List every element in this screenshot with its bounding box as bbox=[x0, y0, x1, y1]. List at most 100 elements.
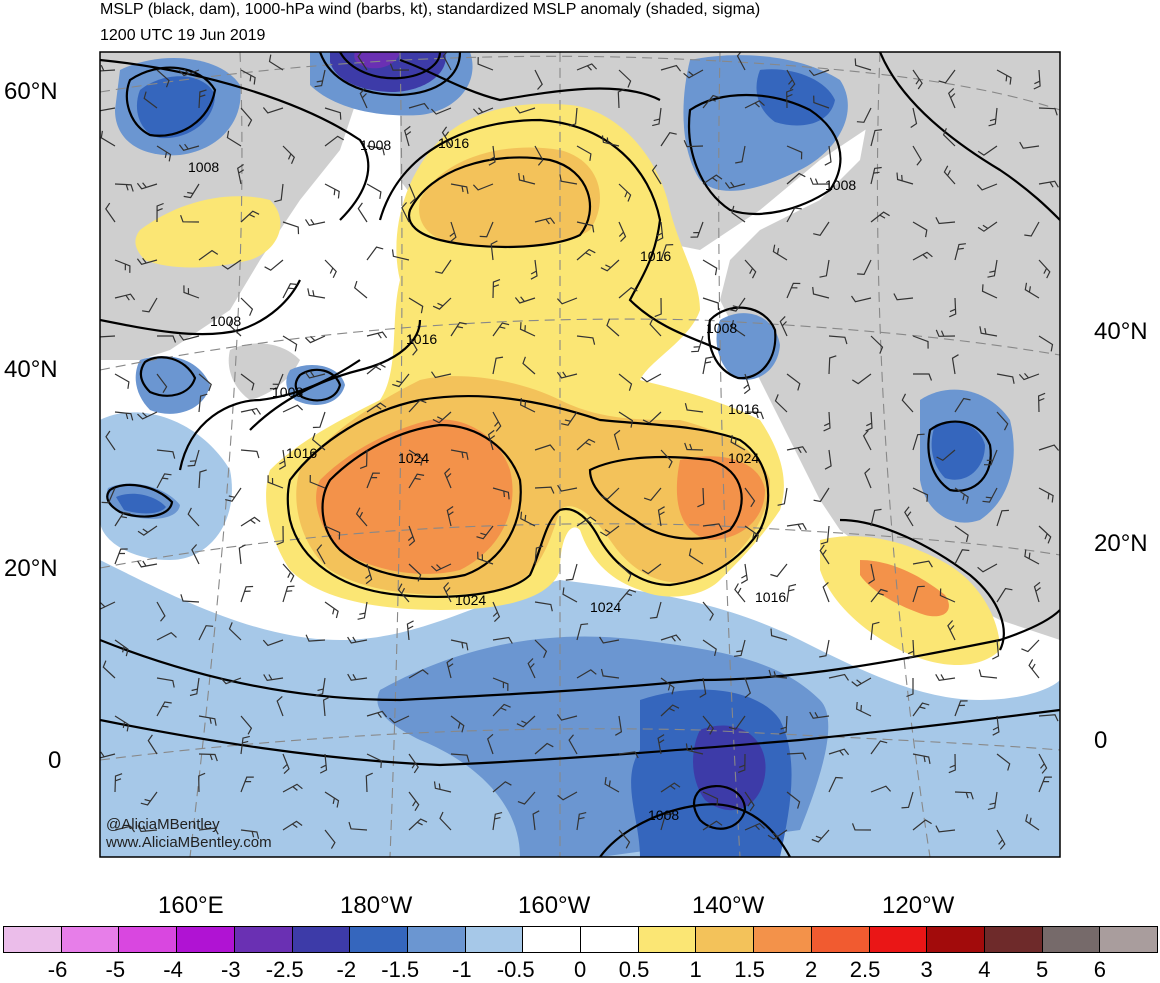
wind-barb bbox=[912, 585, 925, 603]
wind-barb bbox=[359, 449, 368, 469]
wind-barb bbox=[267, 475, 284, 489]
wind-barb bbox=[534, 69, 543, 90]
wind-barb bbox=[786, 523, 807, 531]
wind-barb bbox=[240, 516, 261, 527]
wind-barb bbox=[561, 411, 578, 426]
lon-label-160w: 160°W bbox=[518, 892, 591, 919]
wind-barb bbox=[935, 217, 956, 225]
wind-barb bbox=[557, 791, 578, 801]
wind-barb bbox=[1038, 487, 1054, 503]
wind-barb bbox=[786, 172, 806, 185]
wind-barb bbox=[740, 563, 748, 584]
wind-barb bbox=[857, 259, 872, 276]
wind-barb bbox=[618, 221, 627, 243]
wind-barb bbox=[660, 244, 674, 261]
wind-barb bbox=[479, 221, 494, 238]
wind-barb bbox=[450, 321, 467, 337]
wind-barb bbox=[180, 214, 200, 223]
wind-barb bbox=[264, 259, 284, 271]
wind-barb bbox=[618, 751, 639, 759]
wind-barb bbox=[996, 753, 1011, 771]
wind-barb bbox=[156, 701, 172, 717]
wind-barb bbox=[576, 335, 596, 345]
wind-barb bbox=[487, 429, 496, 451]
wind-barb bbox=[221, 259, 242, 270]
colorbar-swatch bbox=[234, 927, 293, 952]
wind-barb bbox=[1028, 659, 1040, 679]
wind-barb bbox=[811, 829, 830, 843]
wind-barb bbox=[105, 202, 116, 223]
wind-barb bbox=[576, 248, 596, 261]
wind-barb bbox=[688, 548, 704, 565]
wind-barb bbox=[851, 677, 872, 687]
wind-barb bbox=[813, 221, 830, 236]
wind-barb bbox=[851, 823, 872, 831]
colorbar-swatch bbox=[523, 927, 582, 952]
colorbar-label: -6 bbox=[47, 957, 68, 982]
wind-barb bbox=[870, 129, 883, 147]
wind-barb bbox=[947, 87, 956, 109]
wind-barb bbox=[517, 791, 536, 805]
wind-barb bbox=[1038, 525, 1052, 544]
pos-anomaly-core-east bbox=[676, 456, 765, 540]
wind-barb bbox=[304, 335, 326, 344]
wind-barb bbox=[744, 791, 755, 812]
isobar-label: 1008 bbox=[272, 384, 303, 400]
wind-barb bbox=[262, 107, 284, 114]
colorbar-label: -0.5 bbox=[496, 957, 535, 982]
wind-barb bbox=[576, 623, 589, 641]
wind-barb bbox=[389, 63, 410, 71]
wind-barb bbox=[615, 715, 623, 736]
wind-barb bbox=[948, 753, 956, 774]
wind-barb bbox=[324, 601, 339, 619]
credit-website: www.AliciaMBentley.com bbox=[106, 834, 272, 851]
wind-barb bbox=[357, 202, 368, 223]
wind-barb bbox=[432, 411, 452, 424]
wind-barb bbox=[432, 297, 452, 310]
wind-barb bbox=[269, 373, 284, 390]
lat-label-20n-right: 20°N bbox=[1094, 530, 1148, 557]
wind-barb bbox=[996, 373, 1015, 384]
wind-barb bbox=[702, 297, 720, 311]
wind-barb bbox=[562, 587, 578, 603]
wind-barb bbox=[855, 701, 872, 717]
wind-barb bbox=[366, 710, 388, 718]
colorbar-label: -4 bbox=[163, 957, 183, 982]
wind-barb bbox=[1025, 814, 1040, 831]
wind-barb bbox=[819, 259, 830, 278]
wind-barb bbox=[828, 355, 837, 375]
wind-barb bbox=[240, 776, 254, 793]
wind-barb bbox=[901, 393, 914, 413]
wind-barb bbox=[870, 785, 892, 793]
wind-barb bbox=[276, 695, 284, 717]
wind-barb bbox=[282, 145, 296, 164]
wind-barb bbox=[347, 636, 368, 644]
wind-barb bbox=[492, 322, 510, 337]
pos-anomaly-core-west bbox=[316, 419, 513, 574]
wind-barb bbox=[114, 825, 135, 833]
wind-barb bbox=[942, 128, 956, 147]
wind-barb bbox=[492, 812, 503, 831]
wind-barb bbox=[324, 183, 340, 199]
wind-barb bbox=[322, 696, 331, 717]
wind-barb bbox=[731, 205, 746, 223]
wind-barb bbox=[954, 487, 969, 504]
wind-barb bbox=[450, 715, 465, 733]
wind-barb bbox=[870, 621, 880, 641]
wind-barb bbox=[657, 506, 665, 527]
neg-anomaly-west-pacific-3 bbox=[116, 493, 166, 514]
wind-barb bbox=[397, 583, 410, 603]
wind-barb bbox=[643, 487, 662, 501]
wind-barb bbox=[180, 594, 200, 603]
isobar-labels: 1008 1016 1008 1008 1016 1008 1016 1016 … bbox=[188, 135, 786, 823]
wind-barb bbox=[276, 525, 284, 546]
wind-barb bbox=[366, 363, 386, 375]
isobar-label: 1016 bbox=[438, 135, 469, 151]
wind-barb bbox=[354, 280, 368, 299]
wind-barb bbox=[114, 715, 130, 732]
wind-barb bbox=[282, 753, 290, 775]
wind-barb bbox=[492, 487, 510, 500]
wind-barb bbox=[305, 634, 326, 642]
wind-barb bbox=[576, 221, 595, 233]
wind-barb bbox=[865, 411, 873, 432]
